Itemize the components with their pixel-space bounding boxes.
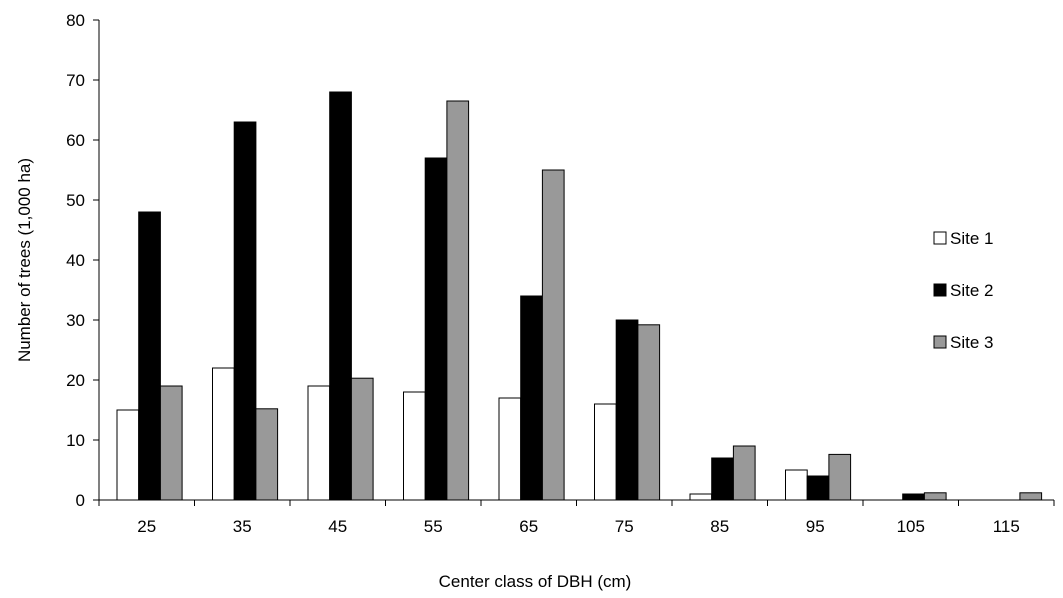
bar-site-1-35 (212, 367, 235, 501)
bar-site-2-65 (520, 295, 543, 501)
bar-site-3-105 (923, 492, 947, 501)
x-tick-label-85: 85 (710, 517, 729, 536)
legend-label-site-2: Site 2 (950, 281, 993, 300)
bar-site-2-55 (424, 157, 448, 501)
axes-group: 0 10 20 30 40 50 60 70 80 25 35 45 55 65 75 85 95 105 115 (66, 11, 1055, 536)
x-axis-title: Center class of DBH (cm) (439, 572, 632, 591)
bars-group (116, 91, 1043, 501)
y-axis-title: Number of trees (1,000 ha) (15, 158, 34, 362)
x-tick-label-75: 75 (615, 517, 634, 536)
bar-site-3-35 (255, 408, 279, 501)
bar-site-2-45 (329, 91, 352, 501)
bar-site-2-75 (615, 319, 639, 501)
x-tick-label-25: 25 (137, 517, 156, 536)
x-tick-label-35: 35 (233, 517, 252, 536)
bar-site-1-95 (785, 469, 808, 501)
bar-site-3-45 (350, 377, 374, 501)
x-tick-label-55: 55 (424, 517, 443, 536)
y-tick-label-30: 30 (66, 311, 85, 330)
bar-site-3-75 (637, 324, 661, 501)
bar-site-3-55 (446, 100, 470, 501)
x-tick-label-65: 65 (519, 517, 538, 536)
bar-site-3-65 (541, 169, 565, 501)
legend: Site 1 Site 2 Site 3 (933, 229, 993, 352)
bar-site-2-105 (902, 493, 925, 501)
y-tick-label-10: 10 (66, 431, 85, 450)
y-tick-label-70: 70 (66, 71, 85, 90)
legend-swatch-site-1 (933, 231, 947, 245)
bar-site-3-95 (828, 453, 852, 501)
y-tick-label-50: 50 (66, 191, 85, 210)
bar-site-1-55 (403, 391, 426, 501)
legend-swatch-site-3 (933, 335, 947, 349)
y-tick-label-60: 60 (66, 131, 85, 150)
bar-site-3-85 (732, 445, 756, 501)
bar-site-3-115 (1019, 492, 1043, 501)
legend-label-site-1: Site 1 (950, 229, 993, 248)
bar-site-3-25 (159, 385, 183, 501)
y-tick-label-20: 20 (66, 371, 85, 390)
bar-site-2-25 (138, 211, 161, 501)
bar-site-1-25 (116, 409, 140, 501)
bar-site-2-95 (806, 475, 830, 501)
x-tick-label-115: 115 (993, 517, 1020, 536)
x-tick-label-45: 45 (328, 517, 347, 536)
x-tick-label-95: 95 (806, 517, 825, 536)
y-tick-label-40: 40 (66, 251, 85, 270)
bar-site-1-85 (689, 493, 713, 501)
bar-site-1-75 (594, 403, 617, 501)
y-tick-label-80: 80 (66, 11, 85, 30)
bar-site-2-35 (233, 121, 257, 501)
bar-site-1-45 (307, 385, 331, 501)
y-axis-title-wrap: Number of trees (1,000 ha) (15, 158, 34, 362)
y-tick-label-0: 0 (76, 491, 85, 510)
bar-site-2-85 (711, 457, 734, 501)
x-tick-label-105: 105 (897, 517, 925, 536)
bar-site-1-65 (498, 397, 522, 501)
legend-label-site-3: Site 3 (950, 333, 993, 352)
legend-swatch-site-2 (933, 283, 947, 297)
